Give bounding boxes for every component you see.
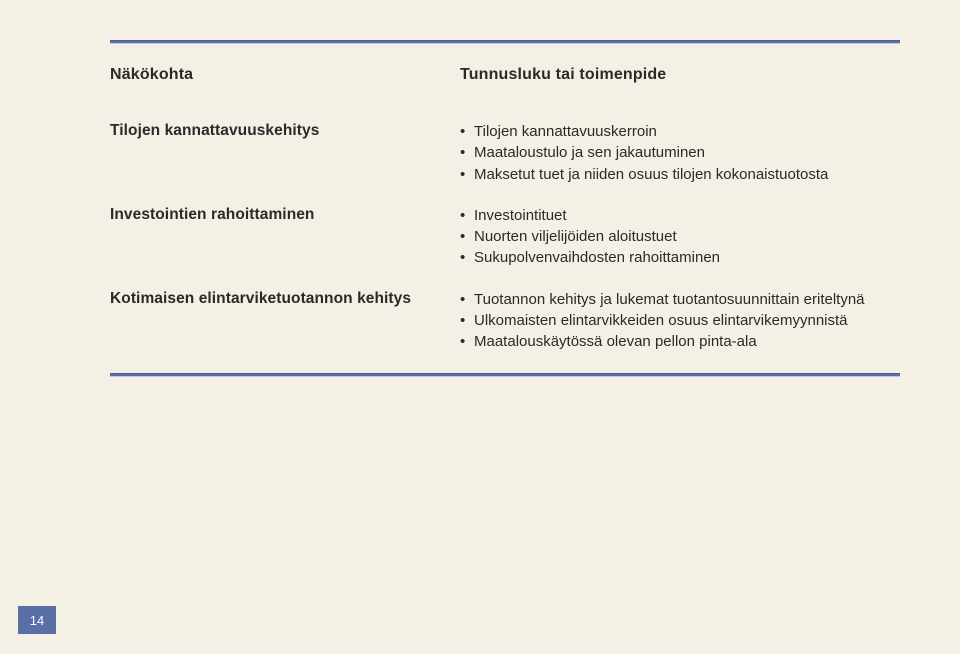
header-right: Tunnusluku tai toimenpide: [460, 66, 900, 84]
list-item: Ulkomaisten elintarvikkeiden osuus elint…: [460, 311, 900, 331]
list-item: Sukupolvenvaihdosten rahoittaminen: [460, 248, 900, 268]
page-number-text: 14: [30, 613, 44, 628]
list-item: Tilojen kannattavuuskerroin: [460, 122, 900, 142]
header-left: Näkökohta: [110, 66, 420, 84]
row-items: Tilojen kannattavuuskerroin Maataloustul…: [460, 122, 900, 186]
document-page: Näkökohta Tunnusluku tai toimenpide Tilo…: [0, 0, 960, 654]
top-rule: [110, 40, 900, 44]
row-items: Tuotannon kehitys ja lukemat tuotantosuu…: [460, 290, 900, 354]
row-label: Kotimaisen elintarviketuotannon kehitys: [110, 290, 420, 354]
row-items: Investointituet Nuorten viljelijöiden al…: [460, 206, 900, 270]
row-label: Tilojen kannattavuuskehitys: [110, 122, 420, 186]
list-item: Maataloustulo ja sen jakautuminen: [460, 143, 900, 163]
table-row: Kotimaisen elintarviketuotannon kehitys …: [110, 290, 900, 354]
list-item: Maksetut tuet ja niiden osuus tilojen ko…: [460, 165, 900, 185]
list-item: Maatalouskäytössä olevan pellon pinta-al…: [460, 332, 900, 352]
row-label: Investointien rahoittaminen: [110, 206, 420, 270]
bottom-rule: [110, 373, 900, 377]
table-row: Tilojen kannattavuuskehitys Tilojen kann…: [110, 122, 900, 186]
table-row: Investointien rahoittaminen Investointit…: [110, 206, 900, 270]
list-item: Nuorten viljelijöiden aloitustuet: [460, 227, 900, 247]
page-number-badge: 14: [18, 606, 56, 634]
list-item: Investointituet: [460, 206, 900, 226]
header-row: Näkökohta Tunnusluku tai toimenpide: [110, 66, 900, 104]
list-item: Tuotannon kehitys ja lukemat tuotantosuu…: [460, 290, 900, 310]
